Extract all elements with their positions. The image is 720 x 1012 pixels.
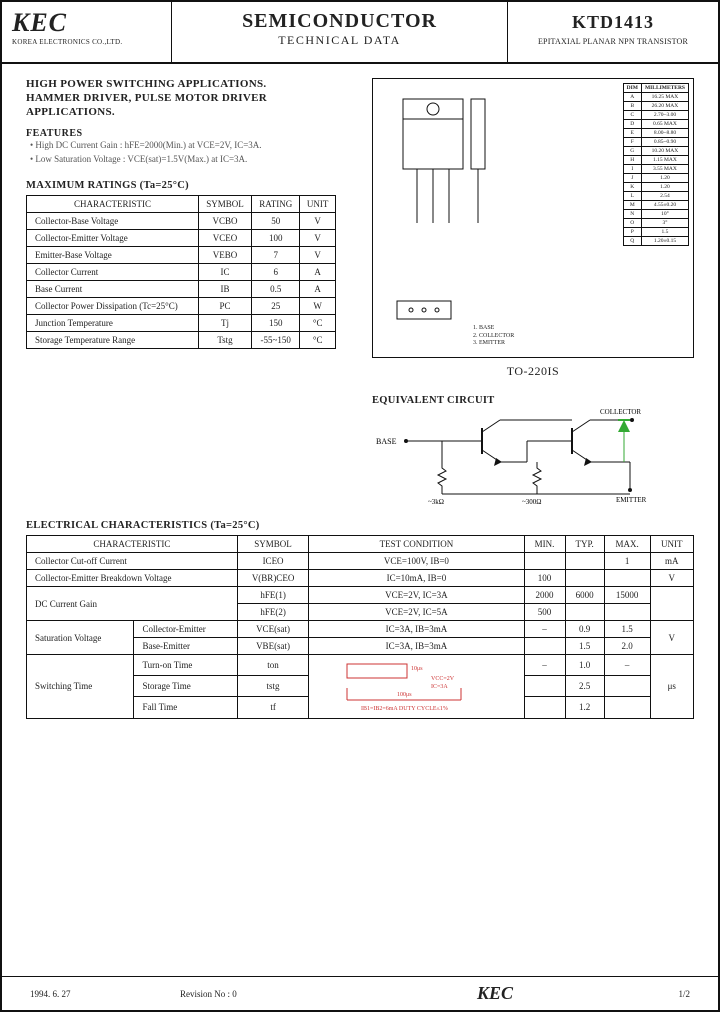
table-row: Collector-Base Voltage: [27, 213, 199, 230]
elec-row: Collector-Emitter Breakdown Voltage: [27, 570, 238, 587]
pin-3: 3. EMITTER: [473, 340, 514, 347]
features-list: • High DC Current Gain : hFE=2000(Min.) …: [30, 139, 356, 166]
package-label: TO-220IS: [372, 364, 694, 379]
elec-row-group: Saturation Voltage: [27, 621, 134, 655]
max-ratings-table: CHARACTERISTIC SYMBOL RATING UNIT Collec…: [26, 195, 336, 349]
footer-revision: Revision No : 0: [180, 989, 360, 999]
svg-text:IC=3A: IC=3A: [431, 684, 448, 690]
table-row: J: [623, 174, 641, 183]
ratings-header-symbol: SYMBOL: [198, 196, 251, 213]
max-ratings-title: MAXIMUM RATINGS (Ta=25°C): [26, 180, 356, 191]
table-row: Junction Temperature: [27, 315, 199, 332]
body: HIGH POWER SWITCHING APPLICATIONS. HAMME…: [2, 64, 718, 719]
doc-title: SEMICONDUCTOR: [172, 10, 507, 33]
features-title: FEATURES: [26, 128, 356, 139]
package-outline-box: DIMMILLIMETERS A16.25 MAXB26.20 MAXC2.70…: [372, 78, 694, 358]
equiv-base-label: BASE: [376, 437, 397, 446]
table-row: M: [623, 201, 641, 210]
equiv-emitter-label: EMITTER: [616, 496, 647, 504]
elec-header-char: CHARACTERISTIC: [27, 536, 238, 553]
table-row: Storage Temperature Range: [27, 332, 199, 349]
table-row: E: [623, 129, 641, 138]
dim-header-mm: MILLIMETERS: [641, 84, 688, 93]
svg-text:VCC=2V: VCC=2V: [431, 676, 455, 682]
package-front-icon: [393, 297, 463, 327]
footer: 1994. 6. 27 Revision No : 0 KEC 1/2: [2, 976, 718, 1010]
elec-row: DC Current Gain: [27, 587, 238, 621]
table-row: B: [623, 102, 641, 111]
logo-area: KEC KOREA ELECTRONICS CO.,LTD.: [2, 2, 172, 62]
applications-line2: HAMMER DRIVER, PULSE MOTOR DRIVER: [26, 92, 356, 104]
svg-text:10μs: 10μs: [411, 666, 423, 672]
logo-text: KEC: [12, 8, 161, 38]
feature-1: High DC Current Gain : hFE=2000(Min.) at…: [35, 140, 261, 150]
table-row: K: [623, 183, 641, 192]
equiv-title: EQUIVALENT CIRCUIT: [372, 395, 694, 406]
equiv-r1: ~3kΩ: [428, 498, 444, 506]
table-row: O: [623, 219, 641, 228]
table-row: L: [623, 192, 641, 201]
svg-text:IB1=IB2=6mA DUTY CYCLE≤1%: IB1=IB2=6mA DUTY CYCLE≤1%: [361, 706, 448, 712]
footer-page: 1/2: [630, 989, 690, 999]
table-row: Base Current: [27, 281, 199, 298]
applications-line1: HIGH POWER SWITCHING APPLICATIONS.: [26, 78, 356, 90]
elec-header-max: MAX.: [604, 536, 650, 553]
part-number: KTD1413: [508, 12, 718, 33]
elec-header-typ: TYP.: [565, 536, 604, 553]
diode-icon: [618, 420, 630, 432]
equiv-circuit: BASE COLLECTOR: [372, 406, 694, 506]
elec-header-unit: UNIT: [650, 536, 694, 553]
logo-subtitle: KOREA ELECTRONICS CO.,LTD.: [12, 38, 161, 46]
ratings-header-char: CHARACTERISTIC: [27, 196, 199, 213]
pin-1: 1. BASE: [473, 325, 514, 332]
table-row: Collector Power Dissipation (Tc=25°C): [27, 298, 199, 315]
elec-header-symbol: SYMBOL: [237, 536, 309, 553]
ratings-header-unit: UNIT: [300, 196, 336, 213]
table-row: Q: [623, 237, 641, 246]
table-row: Collector Current: [27, 264, 199, 281]
switching-diagram-icon: 10μs VCC=2V IC=3A IB1=IB2=6mA DUTY CYCLE…: [341, 658, 491, 712]
feature-2: Low Saturation Voltage : VCE(sat)=1.5V(M…: [35, 154, 247, 164]
table-row: H: [623, 156, 641, 165]
table-row: N: [623, 210, 641, 219]
table-row: Collector-Emitter Voltage: [27, 230, 199, 247]
elec-header-min: MIN.: [524, 536, 565, 553]
footer-brand: KEC: [360, 983, 630, 1004]
footer-date: 1994. 6. 27: [30, 989, 180, 999]
table-row: D: [623, 120, 641, 129]
elec-characteristics-table: CHARACTERISTIC SYMBOL TEST CONDITION MIN…: [26, 535, 694, 719]
package-drawing-icon: [391, 93, 501, 273]
switching-diagram-cell: 10μs VCC=2V IC=3A IB1=IB2=6mA DUTY CYCLE…: [309, 655, 524, 719]
table-row: I: [623, 165, 641, 174]
part-area: KTD1413 EPITAXIAL PLANAR NPN TRANSISTOR: [508, 2, 718, 62]
elec-title: ELECTRICAL CHARACTERISTICS (Ta=25°C): [26, 520, 694, 531]
table-row: Emitter-Base Voltage: [27, 247, 199, 264]
header: KEC KOREA ELECTRONICS CO.,LTD. SEMICONDU…: [2, 2, 718, 64]
table-row: G: [623, 147, 641, 156]
ratings-header-rating: RATING: [252, 196, 300, 213]
pin-2: 2. COLLECTOR: [473, 333, 514, 340]
part-description: EPITAXIAL PLANAR NPN TRANSISTOR: [508, 37, 718, 46]
elec-header-cond: TEST CONDITION: [309, 536, 524, 553]
elec-row: Collector Cut-off Current: [27, 553, 238, 570]
table-row: C: [623, 111, 641, 120]
dim-header-dim: DIM: [623, 84, 641, 93]
title-area: SEMICONDUCTOR TECHNICAL DATA: [172, 2, 508, 62]
package-pins: 1. BASE 2. COLLECTOR 3. EMITTER: [473, 325, 514, 347]
doc-subtitle: TECHNICAL DATA: [172, 33, 507, 48]
elec-row-group: Switching Time: [27, 655, 134, 719]
table-row: F: [623, 138, 641, 147]
table-row: P: [623, 228, 641, 237]
equiv-circuit-icon: BASE COLLECTOR: [372, 406, 672, 506]
package-dimensions-table: DIMMILLIMETERS A16.25 MAXB26.20 MAXC2.70…: [623, 83, 689, 246]
applications-line3: APPLICATIONS.: [26, 106, 356, 118]
equiv-collector-label: COLLECTOR: [600, 408, 641, 416]
equiv-r2: ~300Ω: [522, 498, 542, 506]
table-row: A: [623, 93, 641, 102]
svg-text:100μs: 100μs: [397, 692, 412, 698]
